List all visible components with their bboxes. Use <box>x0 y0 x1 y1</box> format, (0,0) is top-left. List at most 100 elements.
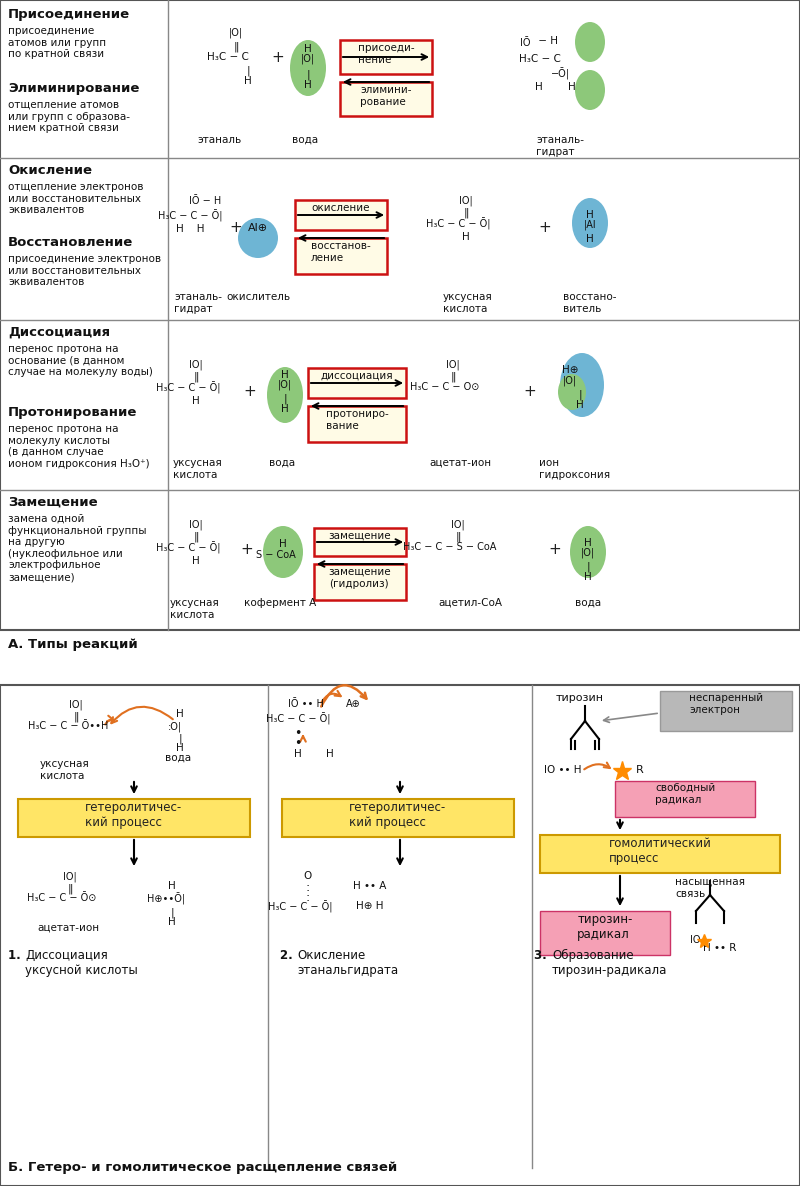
Bar <box>340 40 432 74</box>
Text: |O|: |O| <box>563 376 577 387</box>
Text: |: | <box>170 907 174 918</box>
Text: ацетат-ион: ацетат-ион <box>429 458 491 468</box>
Bar <box>340 82 432 116</box>
Text: H: H <box>584 538 592 548</box>
Bar <box>0 0 800 630</box>
Text: H₃C − C − Ō••H: H₃C − C − Ō••H <box>28 721 108 731</box>
Text: IŌ − H: IŌ − H <box>189 196 221 206</box>
Text: +: + <box>244 384 256 400</box>
Ellipse shape <box>570 527 606 578</box>
Text: ‖: ‖ <box>194 533 198 542</box>
Text: IO|: IO| <box>63 871 77 881</box>
Text: |: | <box>178 733 182 744</box>
Text: IŌ •• H: IŌ •• H <box>288 699 324 709</box>
Bar <box>295 200 387 230</box>
Text: присоединение
атомов или групп
по кратной связи: присоединение атомов или групп по кратно… <box>8 26 106 59</box>
Text: IO|: IO| <box>451 519 465 530</box>
Bar <box>314 528 406 556</box>
Text: H: H <box>586 234 594 244</box>
Text: R: R <box>636 765 644 774</box>
Text: гомолитический
процесс: гомолитический процесс <box>609 837 711 865</box>
Text: H •• A: H •• A <box>354 881 386 891</box>
Bar <box>660 691 792 731</box>
Text: H: H <box>281 370 289 380</box>
Text: насыщенная
связь: насыщенная связь <box>675 876 745 899</box>
Text: Образование
тирозин-радикала: Образование тирозин-радикала <box>552 949 667 977</box>
Text: −Ō|: −Ō| <box>550 68 570 81</box>
Text: H₃C − C: H₃C − C <box>207 52 249 62</box>
Text: |O|: |O| <box>301 55 315 64</box>
Text: :: : <box>306 881 310 894</box>
Text: уксусная
кислота: уксусная кислота <box>443 292 493 313</box>
Text: •: • <box>294 727 302 740</box>
Text: H: H <box>176 742 184 753</box>
Text: |: | <box>578 390 582 401</box>
Bar <box>295 238 387 274</box>
Text: этаналь: этаналь <box>198 135 242 145</box>
Text: Окисление: Окисление <box>8 164 92 177</box>
Text: Присоединение: Присоединение <box>8 8 130 21</box>
Text: 1.: 1. <box>8 949 25 962</box>
Text: вода: вода <box>292 135 318 145</box>
Ellipse shape <box>263 527 303 578</box>
Text: Восстановление: Восстановление <box>8 236 134 249</box>
Text: |: | <box>246 66 250 77</box>
Text: :O|: :O| <box>168 721 182 732</box>
Text: ‖: ‖ <box>74 710 78 721</box>
Text: этаналь-
гидрат: этаналь- гидрат <box>174 292 222 313</box>
Text: IO|: IO| <box>446 361 460 370</box>
Text: |Al: |Al <box>584 219 596 230</box>
Text: H₃C − C − Ō|: H₃C − C − Ō| <box>426 218 490 230</box>
Ellipse shape <box>558 374 586 410</box>
Text: Элиминирование: Элиминирование <box>8 82 139 95</box>
Text: H: H <box>568 82 576 93</box>
Text: окислитель: окислитель <box>226 292 290 302</box>
Text: восстано-
витель: восстано- витель <box>563 292 617 313</box>
Text: :: : <box>306 891 310 904</box>
Text: H: H <box>192 396 200 406</box>
Ellipse shape <box>575 23 605 62</box>
Text: |: | <box>283 394 287 404</box>
Text: вода: вода <box>165 753 191 763</box>
Text: отщепление атомов
или групп с образова-
нием кратной связи: отщепление атомов или групп с образова- … <box>8 100 130 133</box>
Bar <box>282 799 514 837</box>
Text: Б. Гетеро- и гомолитическое расщепление связей: Б. Гетеро- и гомолитическое расщепление … <box>8 1161 398 1174</box>
Text: H: H <box>168 881 176 891</box>
Text: IO: IO <box>690 935 700 945</box>
Text: Диссоциация
уксусной кислоты: Диссоциация уксусной кислоты <box>25 949 138 977</box>
Text: H: H <box>535 82 542 93</box>
Text: H: H <box>244 76 252 87</box>
Text: вода: вода <box>269 458 295 468</box>
Text: ‖: ‖ <box>455 533 461 542</box>
Text: +: + <box>241 542 254 557</box>
Text: IO|: IO| <box>459 196 473 206</box>
Text: замещение
(гидролиз): замещение (гидролиз) <box>329 567 391 588</box>
Ellipse shape <box>290 40 326 96</box>
Text: |: | <box>586 562 590 573</box>
Text: уксусная
кислота: уксусная кислота <box>173 458 223 479</box>
Text: H: H <box>462 232 470 242</box>
Text: замещение: замещение <box>329 531 391 541</box>
Bar <box>314 565 406 600</box>
Text: диссоциация: диссоциация <box>321 371 394 381</box>
Text: Диссоциация: Диссоциация <box>8 326 110 339</box>
Ellipse shape <box>267 366 303 423</box>
Text: H •• R: H •• R <box>703 943 737 954</box>
Text: протониро-
вание: протониро- вание <box>326 409 388 431</box>
Bar <box>0 686 800 1186</box>
Text: H    H: H H <box>176 224 204 234</box>
Text: этаналь-
гидрат: этаналь- гидрат <box>536 135 584 157</box>
Text: H: H <box>281 404 289 414</box>
Text: IO|: IO| <box>189 519 203 530</box>
Text: H⊕: H⊕ <box>562 365 578 375</box>
Text: элимини-
рование: элимини- рование <box>360 85 412 107</box>
Text: А. Типы реакций: А. Типы реакций <box>8 638 138 651</box>
Text: H₃C − C − Ō⊙: H₃C − C − Ō⊙ <box>27 893 97 903</box>
Text: замена одной
функциональной группы
на другую
(нуклеофильное или
электрофильное
з: замена одной функциональной группы на др… <box>8 514 146 582</box>
Text: 3.: 3. <box>534 949 551 962</box>
Text: H₃C − C − O⊙: H₃C − C − O⊙ <box>410 382 480 393</box>
Text: H: H <box>584 572 592 582</box>
Text: кофермент А: кофермент А <box>244 598 316 608</box>
Text: перенос протона на
молекулу кислоты
(в данном случае
ионом гидроксония H₃O⁺): перенос протона на молекулу кислоты (в д… <box>8 425 150 468</box>
Text: ацетил-СоА: ацетил-СоА <box>438 598 502 608</box>
